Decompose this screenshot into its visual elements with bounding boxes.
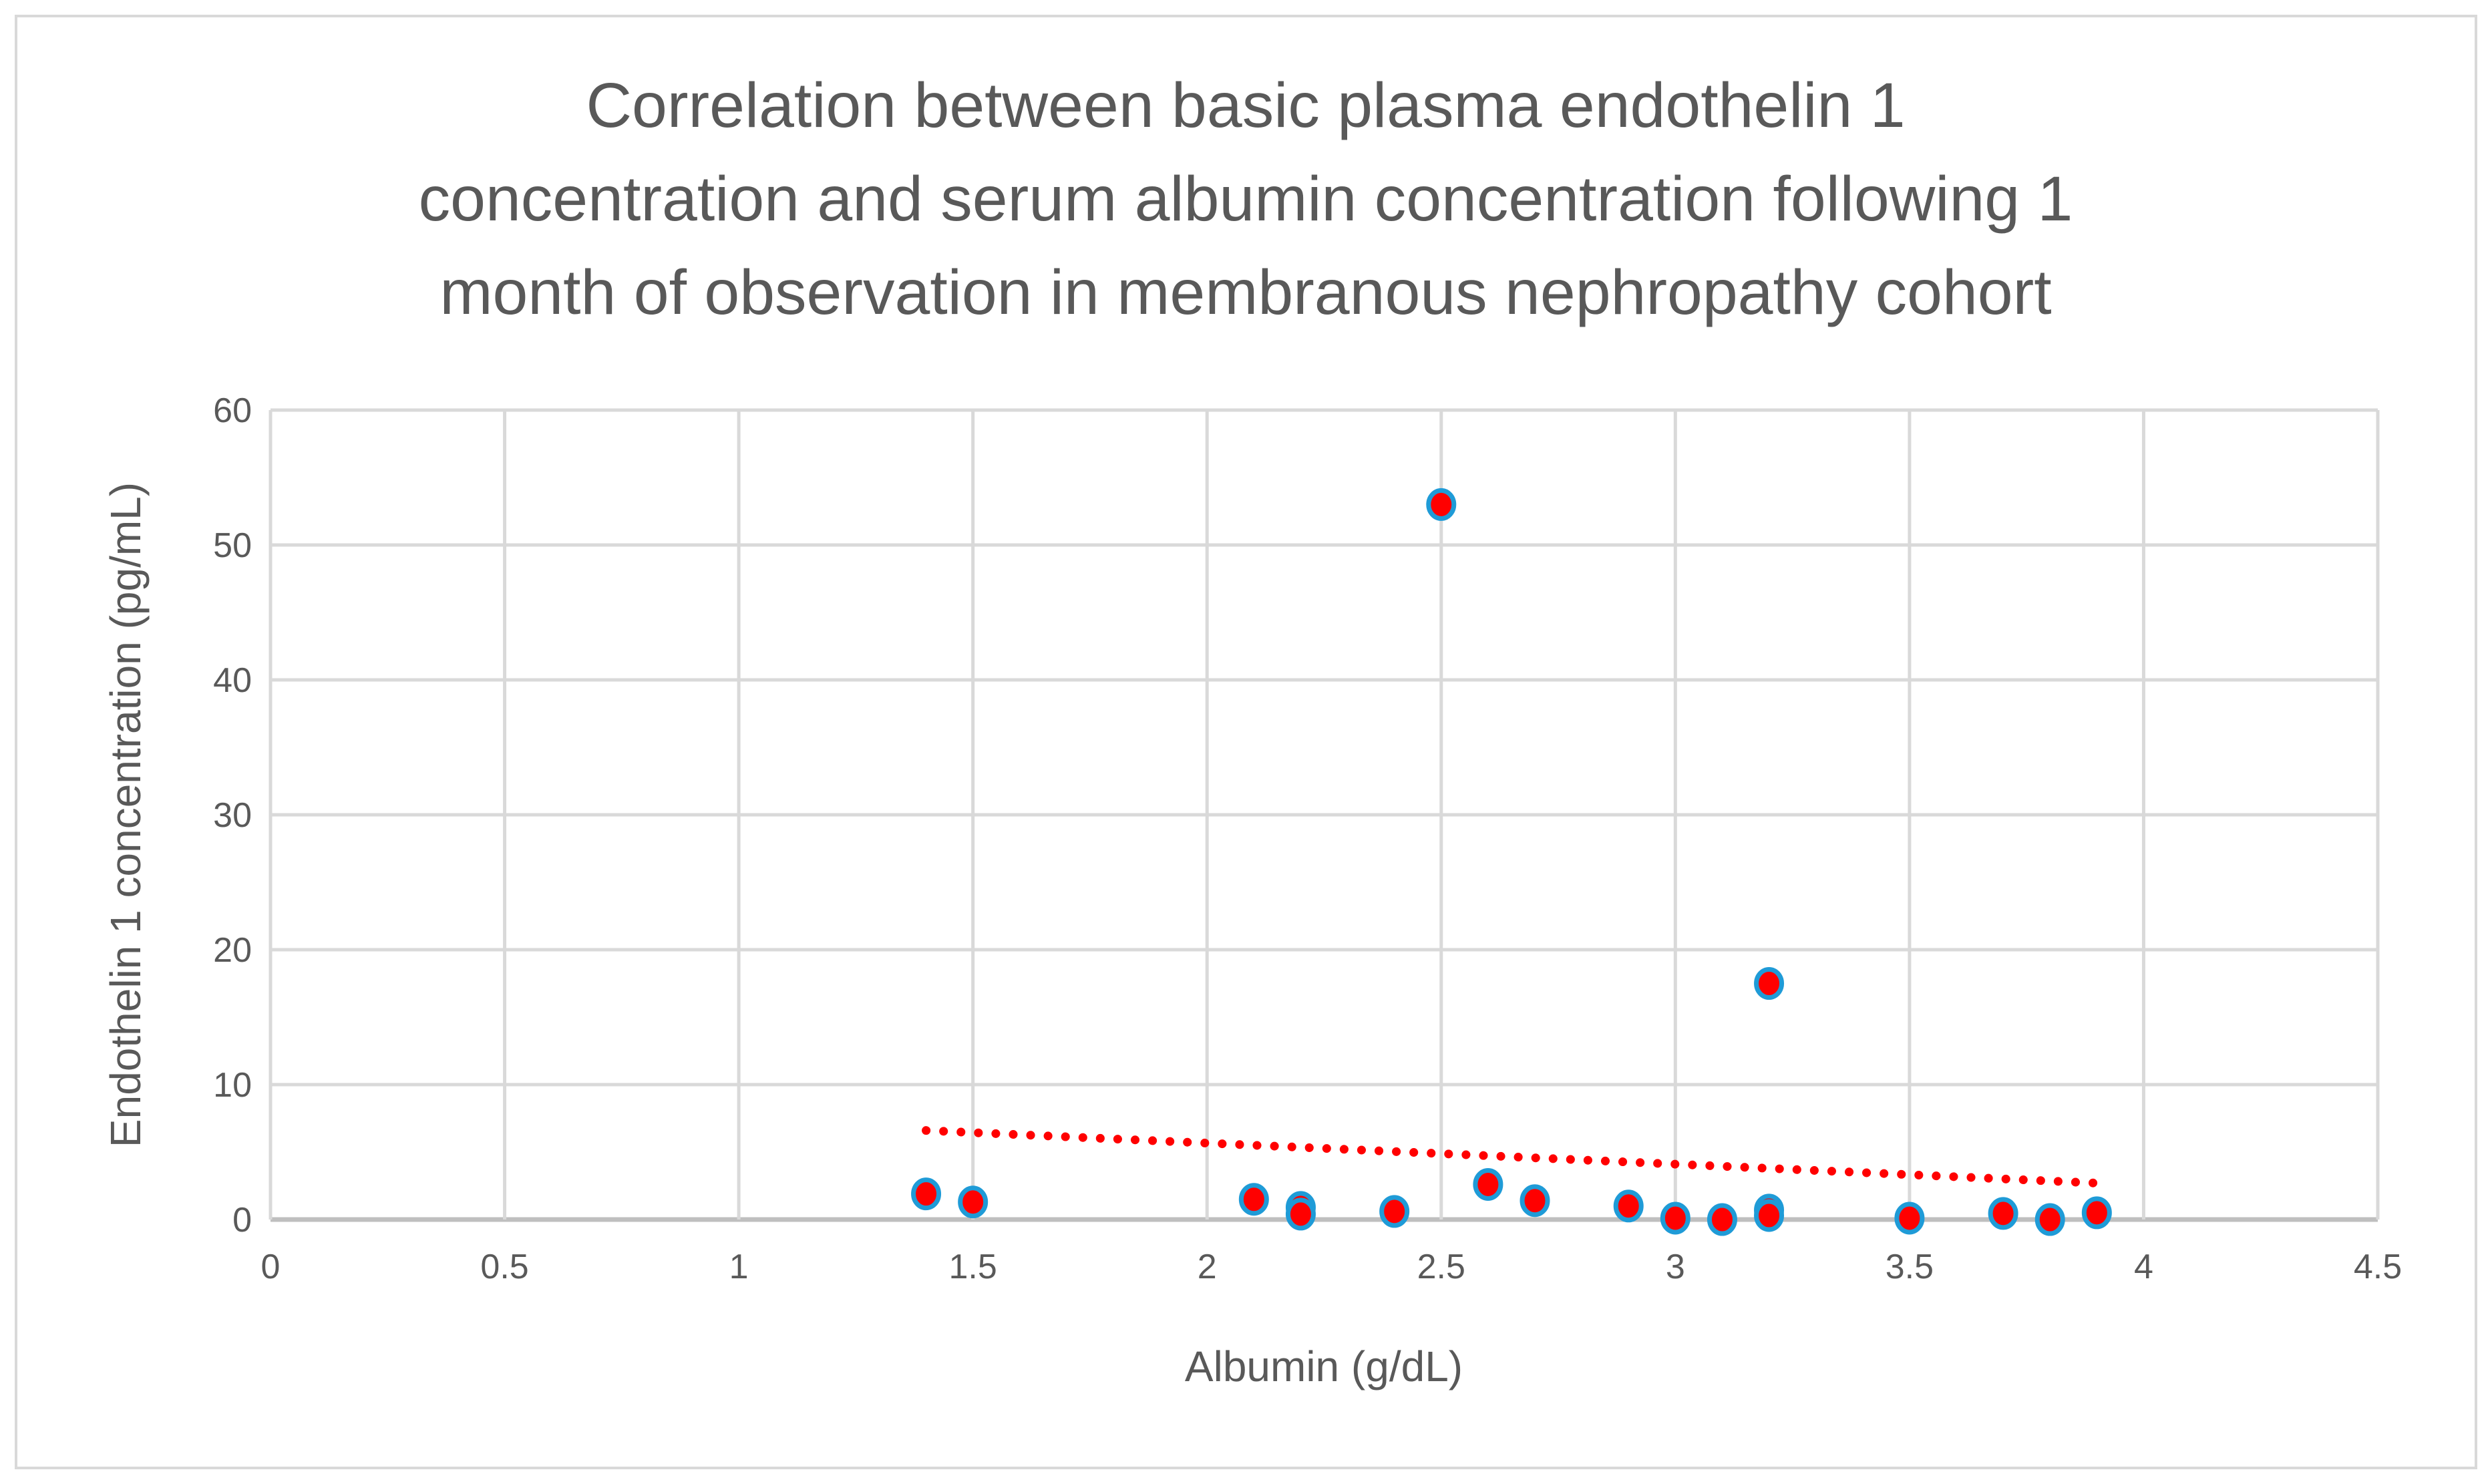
data-point bbox=[2081, 1196, 2112, 1230]
y-tick-label: 50 bbox=[213, 526, 252, 565]
data-point bbox=[1238, 1183, 1269, 1216]
x-tick-label: 2 bbox=[1198, 1248, 1217, 1286]
data-point bbox=[2034, 1203, 2065, 1236]
data-point bbox=[1379, 1195, 1410, 1228]
chart-title-line: month of observation in membranous nephr… bbox=[439, 257, 2051, 328]
x-tick-label: 3 bbox=[1666, 1248, 1685, 1286]
x-tick-label: 2.5 bbox=[1417, 1248, 1465, 1286]
data-point bbox=[1988, 1197, 2018, 1230]
data-point bbox=[1613, 1189, 1644, 1223]
gridlines bbox=[269, 408, 2380, 1222]
data-point bbox=[1426, 488, 1457, 521]
data-point bbox=[1894, 1201, 1925, 1235]
x-tick-label: 0.5 bbox=[480, 1248, 528, 1286]
y-tick-label: 0 bbox=[232, 1201, 252, 1240]
chart-title: Correlation between basic plasma endothe… bbox=[419, 70, 2073, 328]
chart-title-line: concentration and serum albumin concentr… bbox=[419, 164, 2073, 234]
chart-title-line: Correlation between basic plasma endothe… bbox=[586, 70, 1905, 141]
data-point bbox=[1754, 967, 1785, 1000]
data-point bbox=[1660, 1201, 1690, 1235]
x-axis-title: Albumin (g/dL) bbox=[1185, 1342, 1463, 1390]
y-tick-label: 30 bbox=[213, 796, 252, 835]
x-tick-label: 3.5 bbox=[1886, 1248, 1934, 1286]
data-point bbox=[1754, 1199, 1785, 1232]
y-tick-label: 10 bbox=[213, 1066, 252, 1105]
data-point bbox=[1520, 1184, 1550, 1218]
x-tick-label: 4.5 bbox=[2354, 1248, 2402, 1286]
data-point bbox=[958, 1185, 989, 1219]
data-point bbox=[1473, 1167, 1503, 1201]
chart-border bbox=[15, 15, 2477, 1469]
x-tick-label: 0 bbox=[261, 1248, 281, 1286]
data-point bbox=[1707, 1203, 1737, 1236]
trendline bbox=[922, 1126, 2101, 1187]
trendline-line bbox=[922, 1126, 2101, 1187]
data-points bbox=[911, 488, 2112, 1236]
y-tick-label: 40 bbox=[213, 661, 252, 700]
y-tick-label: 60 bbox=[213, 391, 252, 430]
y-tick-label: 20 bbox=[213, 931, 252, 970]
y-axis-title: Endothelin 1 concentration (pg/mL) bbox=[102, 482, 150, 1147]
data-point bbox=[1285, 1197, 1316, 1231]
x-tick-label: 4 bbox=[2134, 1248, 2153, 1286]
x-tick-label: 1.5 bbox=[949, 1248, 997, 1286]
data-point bbox=[911, 1177, 942, 1211]
tick-labels: 0 10 20 30 40 50 60 0 0.5 1 1.5 2 2.5 3 3.5 4 4.5 bbox=[213, 391, 2402, 1286]
x-tick-label: 1 bbox=[729, 1248, 749, 1286]
